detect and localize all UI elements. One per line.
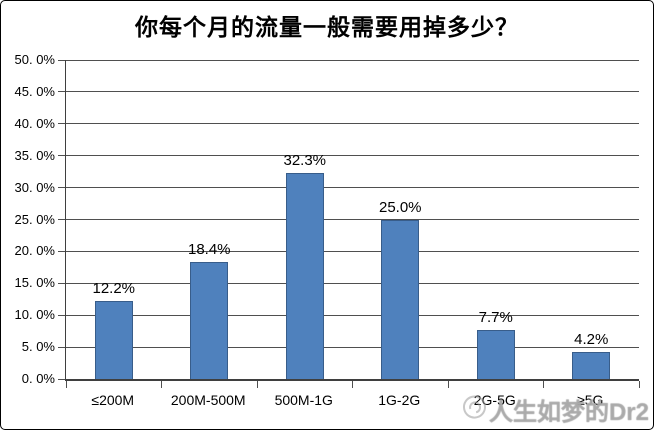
- y-tick-label: 5. 0%: [21, 339, 55, 355]
- gridline: [66, 59, 639, 61]
- gridline: [66, 91, 639, 93]
- y-axis-tick: [58, 187, 65, 189]
- y-tick-label: 25. 0%: [14, 211, 55, 227]
- bar-slot: 32.3%: [257, 60, 353, 379]
- bar-slot: 18.4%: [162, 60, 258, 379]
- bar-slot: 7.7%: [448, 60, 544, 379]
- y-tick-label: 35. 0%: [14, 147, 55, 163]
- bar: [572, 352, 611, 379]
- x-category-label: ≤200M: [91, 392, 135, 408]
- y-axis-tick: [58, 282, 65, 284]
- bar-value-label: 7.7%: [478, 308, 513, 326]
- y-axis-tick: [58, 155, 65, 157]
- bar-slot: 25.0%: [353, 60, 449, 379]
- y-axis-tick: [58, 346, 65, 348]
- x-category-label: ≥5G: [577, 392, 604, 408]
- chart-title: 你每个月的流量一般需要用掉多少？: [135, 14, 519, 40]
- y-tick-label: 10. 0%: [14, 307, 55, 323]
- y-axis-tick: [58, 91, 65, 93]
- bar-value-label: 25.0%: [378, 198, 422, 216]
- gridline: [66, 314, 639, 316]
- plot-area: 12.2% 18.4% 32.3% 25.0% 7.7% 4.2%: [58, 59, 640, 388]
- x-category-label: 500M-1G: [274, 392, 333, 408]
- gridline: [66, 346, 639, 348]
- x-category-label: 1G-2G: [378, 392, 421, 408]
- bar: [190, 261, 229, 379]
- y-tick-label: 30. 0%: [14, 179, 55, 195]
- y-axis-tick: [58, 250, 65, 252]
- y-tick-label: 40. 0%: [14, 115, 55, 131]
- bar: [285, 172, 324, 379]
- y-tick-label: 15. 0%: [14, 275, 55, 291]
- x-axis-tick: [543, 381, 544, 388]
- gridline: [66, 250, 639, 252]
- x-axis-tick: [447, 381, 449, 388]
- bar-value-label: 32.3%: [283, 151, 327, 169]
- y-axis-tick: [58, 219, 65, 220]
- x-category-label: 2G-5G: [473, 392, 516, 408]
- bar: [476, 329, 515, 379]
- y-axis-tick: [58, 123, 65, 125]
- x-axis-tick: [161, 381, 162, 388]
- x-axis-tick: [638, 381, 640, 388]
- y-axis-tick: [58, 314, 65, 316]
- x-axis-tick: [352, 381, 353, 388]
- bar: [94, 301, 133, 379]
- bar-value-label: 12.2%: [92, 280, 136, 298]
- bar: [381, 219, 420, 379]
- gridline: [66, 123, 639, 125]
- y-axis-tick: [58, 59, 65, 61]
- y-tick-label: 0. 0%: [21, 371, 55, 386]
- bar-slot: 12.2%: [66, 60, 162, 379]
- bar-slot: 4.2%: [544, 60, 640, 379]
- y-axis-tick: [58, 378, 65, 380]
- x-category-label: 200M-500M: [170, 392, 246, 408]
- bar-value-label: 18.4%: [187, 240, 231, 258]
- gridline: [66, 282, 639, 284]
- x-axis-tick: [256, 381, 258, 388]
- y-tick-label: 45. 0%: [14, 83, 55, 99]
- x-axis-tick: [65, 381, 67, 388]
- y-tick-label: 50. 0%: [14, 52, 55, 67]
- y-tick-label: 20. 0%: [14, 243, 55, 259]
- gridline: [66, 219, 639, 220]
- bar-value-label: 4.2%: [574, 331, 609, 349]
- gridline: [66, 155, 639, 157]
- gridline: [66, 187, 639, 189]
